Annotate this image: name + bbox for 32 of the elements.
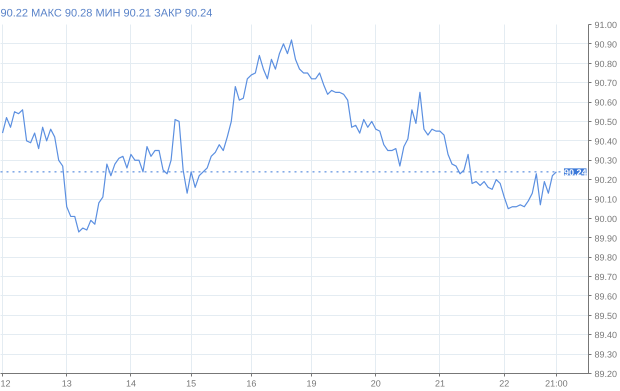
x-tick-label: 14 — [126, 378, 136, 388]
y-tick-label: 90.00 — [594, 214, 618, 224]
line-series — [2, 39, 557, 233]
y-tick-label: 90.40 — [594, 136, 618, 146]
x-tick-label: 16 — [246, 378, 256, 388]
y-tick-label: 89.90 — [594, 233, 618, 244]
chart-title: 90.22 МАКС 90.28 МИН 90.21 ЗАКР 90.24 — [0, 8, 212, 20]
ref-line-label: 90.24 — [564, 167, 587, 178]
y-tick-label: 89.30 — [594, 350, 618, 360]
y-tick-label: 89.60 — [594, 291, 618, 302]
y-tick-label: 89.40 — [594, 330, 618, 340]
y-tick-label: 89.20 — [594, 369, 618, 379]
y-tick-label: 90.60 — [594, 98, 618, 108]
y-tick-label: 90.80 — [594, 58, 618, 69]
y-tick-label: 91.00 — [594, 20, 618, 30]
x-tick-label: 13 — [62, 378, 72, 388]
y-tick-label: 89.70 — [594, 272, 618, 282]
x-tick-label: 22 — [499, 378, 510, 388]
y-tick-label: 90.50 — [594, 116, 618, 127]
y-tick-label: 89.50 — [594, 310, 618, 321]
y-tick-label: 90.20 — [594, 175, 618, 186]
y-tick-label: 90.30 — [594, 156, 618, 166]
y-tick-label: 89.80 — [594, 252, 618, 263]
x-tick-label: 12 — [0, 378, 11, 388]
y-tick-label: 90.90 — [594, 39, 618, 50]
x-tick-label: 19 — [306, 378, 317, 388]
x-tick-label: 21:00 — [545, 378, 568, 388]
x-tick-label: 15 — [186, 378, 196, 388]
y-tick-label: 90.70 — [594, 78, 618, 88]
y-tick-label: 90.10 — [594, 194, 618, 204]
x-tick-label: 20 — [370, 378, 381, 388]
x-tick-label: 21 — [434, 378, 446, 388]
